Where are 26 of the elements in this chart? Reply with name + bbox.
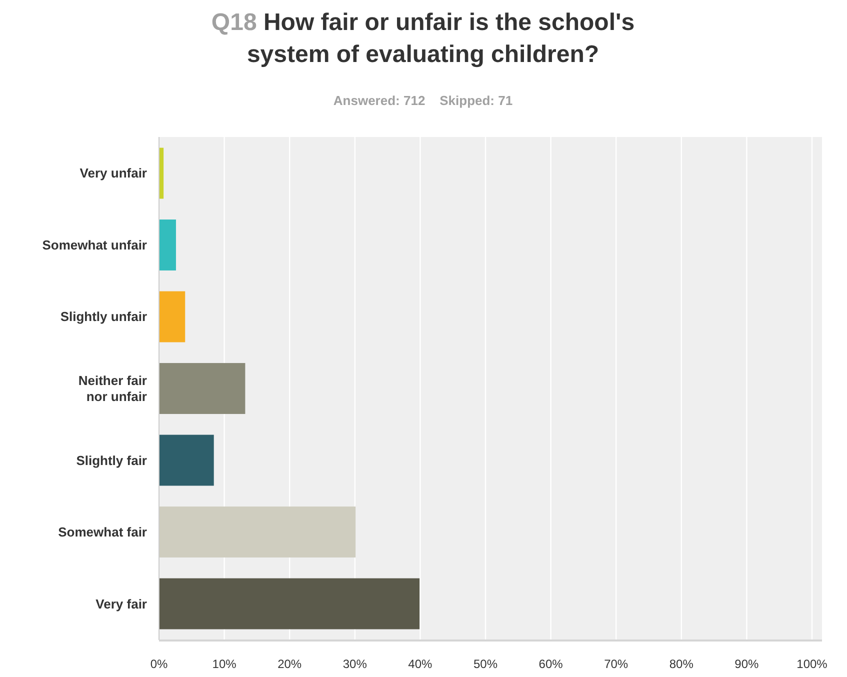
y-tick-label: Slightly fair xyxy=(76,452,147,468)
x-tick-label: 90% xyxy=(734,657,760,671)
bar xyxy=(159,220,176,270)
x-tick-label: 70% xyxy=(604,657,628,671)
bar xyxy=(159,506,356,558)
chart-title: Q18 How fair or unfair is the school's system of evaluating children? xyxy=(211,9,635,68)
bar xyxy=(159,291,186,342)
bar xyxy=(159,363,246,414)
y-tick-label: Somewhat unfair xyxy=(42,237,147,252)
x-tick-label: 0% xyxy=(150,657,168,671)
x-tick-label: 40% xyxy=(408,657,433,671)
y-tick-label: Somewhat fair xyxy=(58,524,147,540)
x-tick-label: 80% xyxy=(669,657,694,671)
y-tick-label: Very unfair xyxy=(80,166,147,181)
y-tick-label: Neither fair nor unfair xyxy=(78,373,147,404)
bar xyxy=(159,434,214,486)
x-tick-label: 50% xyxy=(473,657,498,671)
x-tick-label: 100% xyxy=(796,657,828,671)
y-tick-label: Slightly unfair xyxy=(60,309,147,324)
bar xyxy=(159,578,420,630)
x-tick-label: 20% xyxy=(278,657,302,671)
y-tick-label: Very fair xyxy=(96,596,147,612)
chart-subtitle: Answered: 712 Skipped: 71 xyxy=(333,93,513,108)
x-tick-label: 10% xyxy=(212,657,237,671)
x-tick-label: 30% xyxy=(342,657,368,671)
x-tick-label: 60% xyxy=(538,657,564,671)
